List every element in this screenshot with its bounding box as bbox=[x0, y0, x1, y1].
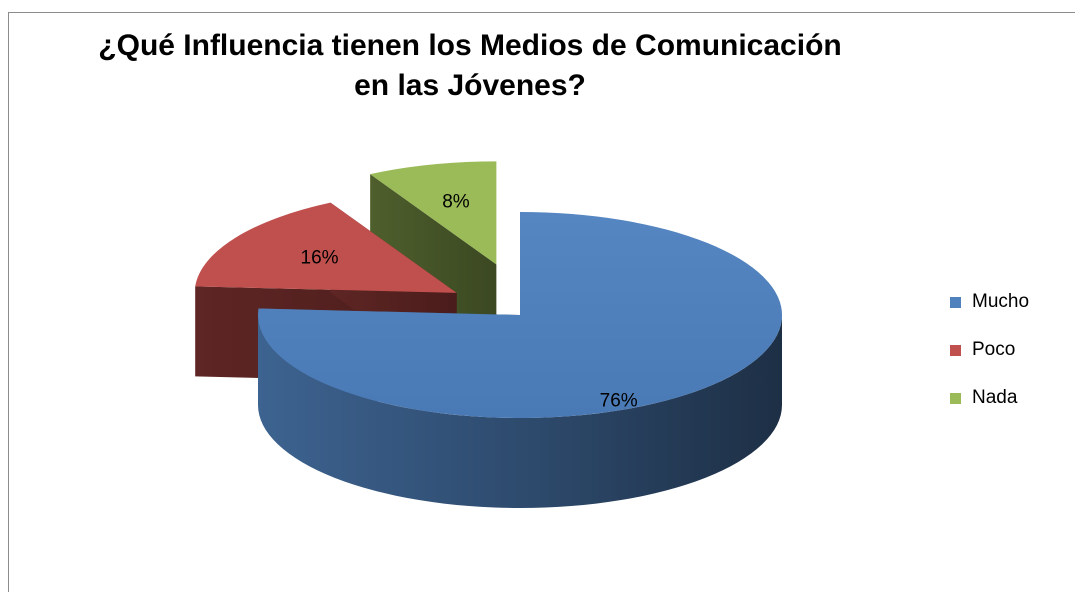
chart-title: ¿Qué Influencia tienen los Medios de Com… bbox=[98, 29, 842, 102]
slice-side-mucho bbox=[258, 315, 782, 508]
slice-top-poco bbox=[195, 202, 457, 293]
legend-swatch-poco bbox=[950, 344, 961, 356]
legend-label-poco: Poco bbox=[972, 339, 1016, 360]
legend-item-nada: Nada bbox=[950, 386, 1029, 410]
slice-top-nada bbox=[370, 161, 497, 265]
pie-slice-nada: 8% bbox=[370, 161, 497, 355]
legend-label-nada: Nada bbox=[972, 387, 1018, 408]
pie-chart: 8% 16% 76% bbox=[195, 161, 782, 508]
legend-item-poco: Poco bbox=[950, 338, 1029, 362]
slice-wall-nada-0 bbox=[370, 174, 497, 355]
legend-label-mucho: Mucho bbox=[972, 291, 1030, 312]
legend-swatch-nada bbox=[950, 392, 961, 404]
data-label-nada: 8% bbox=[442, 192, 470, 213]
data-label-poco: 16% bbox=[301, 248, 339, 269]
slice-top-mucho bbox=[258, 212, 782, 418]
legend-item-mucho: Mucho bbox=[950, 290, 1029, 314]
legend: Mucho Poco Nada bbox=[950, 290, 1029, 434]
legend-swatch-mucho bbox=[950, 296, 961, 308]
pie-slice-mucho: 76% bbox=[258, 212, 782, 508]
data-label-mucho: 76% bbox=[600, 390, 638, 411]
